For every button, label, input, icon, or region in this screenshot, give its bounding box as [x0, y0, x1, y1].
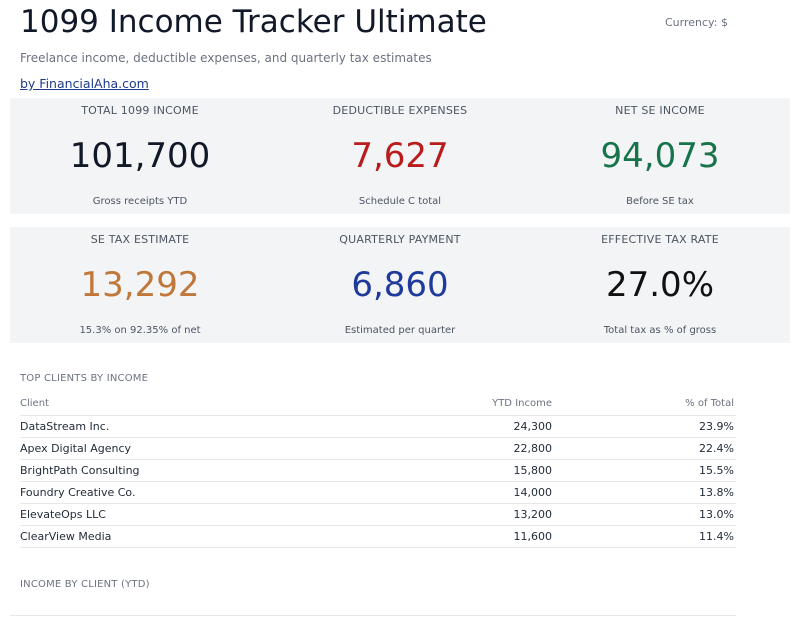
- top-clients-table: Client YTD Income % of Total DataStream …: [20, 392, 736, 548]
- client-name: Foundry Creative Co.: [20, 481, 402, 504]
- kpi-label: EFFECTIVE TAX RATE: [601, 233, 719, 246]
- table-row: DataStream Inc. 24,300 23.9%: [20, 415, 736, 438]
- client-pct: 11.4%: [554, 525, 736, 548]
- kpi-value: 27.0%: [605, 265, 714, 305]
- page-title: 1099 Income Tracker Ultimate: [20, 4, 487, 40]
- kpi-subtext: Gross receipts YTD: [92, 196, 188, 207]
- column-header-ytd-income: YTD Income: [402, 392, 554, 416]
- kpi-label: QUARTERLY PAYMENT: [339, 233, 461, 246]
- client-pct: 15.5%: [554, 459, 736, 482]
- kpi-row-primary: TOTAL 1099 INCOME 101,700 Gross receipts…: [10, 98, 790, 214]
- kpi-value: 7,627: [351, 136, 449, 176]
- kpi-subtext: Estimated per quarter: [344, 325, 456, 336]
- client-name: ClearView Media: [20, 525, 402, 548]
- kpi-label: SE TAX ESTIMATE: [90, 233, 190, 246]
- kpi-label: DEDUCTIBLE EXPENSES: [332, 104, 468, 117]
- currency-indicator: Currency: $: [665, 16, 728, 29]
- client-income: 13,200: [402, 503, 554, 526]
- client-name: ElevateOps LLC: [20, 503, 402, 526]
- table-row: ClearView Media 11,600 11.4%: [20, 525, 736, 548]
- kpi-total-income: TOTAL 1099 INCOME 101,700 Gross receipts…: [10, 98, 270, 214]
- kpi-subtext: Total tax as % of gross: [603, 325, 717, 336]
- column-header-pct-total: % of Total: [554, 392, 736, 416]
- client-pct: 13.8%: [554, 481, 736, 504]
- kpi-quarterly-payment: QUARTERLY PAYMENT 6,860 Estimated per qu…: [270, 227, 530, 343]
- page-subtitle: Freelance income, deductible expenses, a…: [20, 51, 432, 65]
- chart-area-divider: [10, 615, 736, 616]
- client-income: 14,000: [402, 481, 554, 504]
- byline-link[interactable]: by FinancialAha.com: [20, 76, 149, 91]
- kpi-label: TOTAL 1099 INCOME: [81, 104, 199, 117]
- client-income: 11,600: [402, 525, 554, 548]
- client-pct: 23.9%: [554, 415, 736, 438]
- kpi-subtext: Schedule C total: [358, 196, 442, 207]
- kpi-se-tax-estimate: SE TAX ESTIMATE 13,292 15.3% on 92.35% o…: [10, 227, 270, 343]
- table-row: Apex Digital Agency 22,800 22.4%: [20, 437, 736, 460]
- client-income: 22,800: [402, 437, 554, 460]
- kpi-value: 6,860: [351, 265, 449, 305]
- kpi-net-se-income: NET SE INCOME 94,073 Before SE tax: [530, 98, 790, 214]
- column-header-client: Client: [20, 392, 402, 416]
- kpi-subtext: 15.3% on 92.35% of net: [79, 325, 201, 336]
- kpi-deductible-expenses: DEDUCTIBLE EXPENSES 7,627 Schedule C tot…: [270, 98, 530, 214]
- kpi-value: 101,700: [69, 136, 211, 176]
- client-pct: 13.0%: [554, 503, 736, 526]
- kpi-label: NET SE INCOME: [615, 104, 705, 117]
- kpi-value: 13,292: [80, 265, 200, 305]
- top-clients-title: TOP CLIENTS BY INCOME: [20, 373, 149, 384]
- table-row: Foundry Creative Co. 14,000 13.8%: [20, 481, 736, 504]
- client-income: 24,300: [402, 415, 554, 438]
- table-row: BrightPath Consulting 15,800 15.5%: [20, 459, 736, 482]
- kpi-subtext: Before SE tax: [626, 196, 694, 207]
- kpi-value: 94,073: [600, 136, 720, 176]
- client-income: 15,800: [402, 459, 554, 482]
- client-name: BrightPath Consulting: [20, 459, 402, 482]
- kpi-effective-tax-rate: EFFECTIVE TAX RATE 27.0% Total tax as % …: [530, 227, 790, 343]
- income-chart-title: INCOME BY CLIENT (YTD): [20, 579, 150, 590]
- client-pct: 22.4%: [554, 437, 736, 460]
- table-row: ElevateOps LLC 13,200 13.0%: [20, 503, 736, 526]
- client-name: Apex Digital Agency: [20, 437, 402, 460]
- client-name: DataStream Inc.: [20, 415, 402, 438]
- table-header-row: Client YTD Income % of Total: [20, 392, 736, 416]
- kpi-row-tax: SE TAX ESTIMATE 13,292 15.3% on 92.35% o…: [10, 227, 790, 343]
